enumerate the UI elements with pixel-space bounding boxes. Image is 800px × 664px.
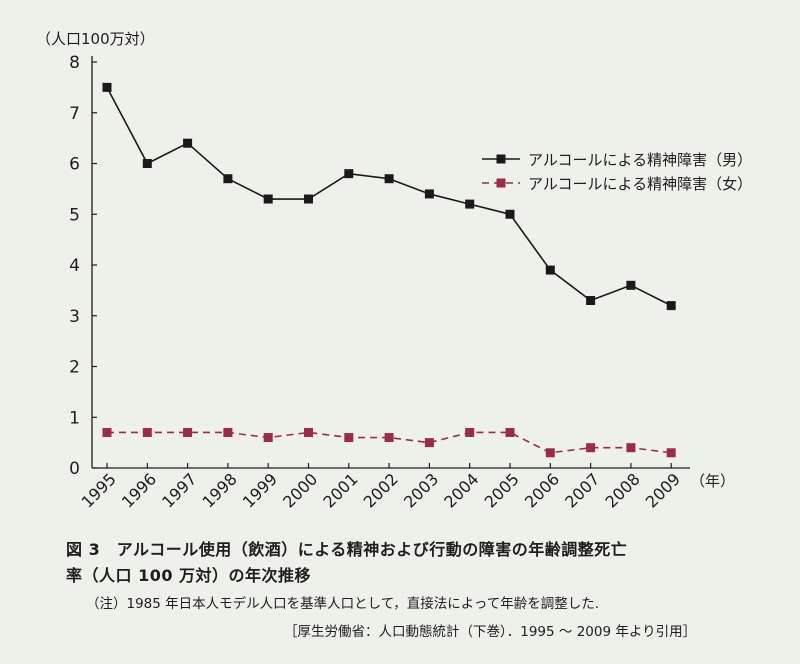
series-1-point [102, 427, 112, 437]
figure-title-line2: 率（人口 100 万対）の年次推移 [66, 566, 312, 585]
series-1-point [304, 427, 313, 437]
y-tick-label: 0 [69, 459, 80, 479]
x-tick-label: 1996 [118, 469, 160, 511]
x-tick-label: 1999 [239, 469, 281, 511]
x-tick-label: 1995 [78, 469, 120, 511]
series-0-point [263, 194, 273, 204]
series-1-point [183, 427, 193, 437]
y-tick-label: 4 [69, 256, 80, 276]
series-1-point [344, 433, 354, 443]
x-tick-label: 2003 [400, 469, 442, 511]
figure-title: 図 3 アルコール使用（飲酒）による精神および行動の障害の年齢調整死亡 [66, 540, 628, 559]
x-tick-label: 2005 [481, 469, 523, 511]
series-1-point [465, 427, 475, 437]
line-chart: （人口100万対） （年） 0 1 2 3 4 5 6 7 8 19951996199719981… [36, 30, 752, 512]
series-1-point [263, 433, 273, 443]
y-axis-label: （人口100万対） [36, 30, 155, 48]
figure-note: （注）1985 年日本人モデル人口を基準人口として，直接法によって年齢を調整した… [86, 596, 600, 612]
series-0-point [304, 194, 313, 204]
series-0-point [545, 265, 555, 275]
series-0-point [102, 82, 112, 92]
figure-source: ［厚生労働省：人口動態統計（下巻）．1995 ～ 2009 年より引用］ [284, 624, 697, 640]
x-tick-label: 2004 [440, 469, 482, 511]
x-tick-label: 2000 [279, 469, 321, 511]
x-tick-label: 1998 [199, 469, 241, 511]
legend-marker [496, 178, 506, 188]
series-1-point [424, 438, 434, 448]
x-tick-label: 2002 [360, 469, 402, 511]
series-1-point [505, 427, 515, 437]
series-0-point [586, 296, 596, 306]
series-0-point [666, 301, 676, 311]
series-1-point [666, 448, 676, 458]
y-tick-label: 2 [69, 358, 80, 378]
series-1-point [384, 433, 394, 443]
series-0-point [465, 199, 475, 209]
series-0-point [344, 169, 354, 179]
series-0-point [384, 174, 394, 184]
x-tick-label: 1997 [158, 469, 200, 511]
y-tick-label: 6 [69, 155, 80, 175]
x-tick-label: 2001 [319, 469, 361, 511]
series-0-point [142, 159, 152, 168]
series-0-point [223, 174, 233, 184]
x-tick-label: 2008 [602, 469, 644, 511]
x-tick-label: 2007 [561, 469, 603, 511]
legend-label: アルコールによる精神障害（男） [528, 151, 752, 169]
series-0-point [626, 280, 636, 290]
series-0-point [424, 189, 434, 199]
series-0-point [505, 209, 515, 219]
series-0-point [183, 138, 193, 148]
series-line-0 [106, 87, 672, 307]
y-tick-label: 7 [69, 104, 80, 124]
y-tick-label: 3 [69, 307, 80, 327]
series-1-point [626, 443, 636, 453]
x-tick-label: 2009 [642, 469, 684, 511]
series-1-point [545, 448, 555, 458]
series-1-point [142, 427, 152, 437]
y-tick-label: 8 [69, 53, 80, 73]
legend-marker [496, 154, 506, 164]
y-tick-label: 1 [69, 408, 80, 428]
x-tick-label: 2006 [521, 469, 563, 511]
series-1-point [223, 427, 233, 437]
y-tick-label: 5 [69, 205, 80, 225]
legend-label: アルコールによる精神障害（女） [528, 175, 752, 193]
series-1-point [586, 443, 596, 453]
x-axis-unit: （年） [690, 472, 735, 490]
